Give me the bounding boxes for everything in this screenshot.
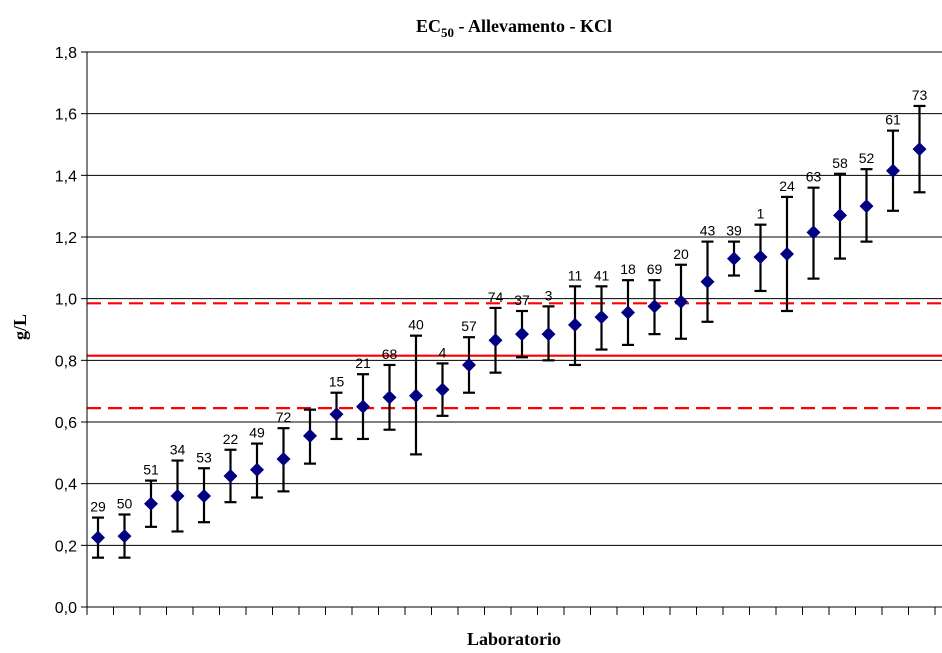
data-label-14: 57 <box>461 318 477 334</box>
data-label-10: 21 <box>355 355 371 371</box>
data-point-28 <box>833 208 847 223</box>
y-tick-label-6: 1,2 <box>55 230 77 247</box>
data-label-24: 39 <box>726 223 742 239</box>
data-point-22 <box>674 294 688 309</box>
data-label-4: 53 <box>196 449 212 465</box>
error-bars <box>92 104 926 559</box>
data-point-27 <box>806 225 821 240</box>
data-point-18 <box>568 317 582 332</box>
y-tick-label-0: 0,0 <box>55 600 77 617</box>
y-tick-label-3: 0,6 <box>55 415 77 432</box>
data-label-13: 4 <box>439 344 447 360</box>
data-point-15 <box>488 333 503 348</box>
data-point-13 <box>435 382 450 397</box>
data-label-19: 41 <box>594 267 610 283</box>
y-axis-title: g/L <box>10 314 30 340</box>
data-point-29 <box>859 199 874 214</box>
data-point-4 <box>197 489 211 503</box>
data-point-11 <box>382 390 397 405</box>
data-point-0 <box>91 530 105 545</box>
data-label-31: 73 <box>912 87 928 103</box>
data-point-1 <box>117 529 132 544</box>
data-point-30 <box>886 163 900 178</box>
data-label-15: 74 <box>488 289 504 305</box>
y-tick-label-9: 1,8 <box>55 45 77 62</box>
data-label-22: 20 <box>673 246 689 262</box>
chart-title: EC50 - Allevamento - KCl <box>416 16 612 40</box>
chart-title-prefix: EC <box>416 16 441 36</box>
data-label-26: 24 <box>779 178 795 194</box>
data-label-28: 58 <box>832 155 848 171</box>
data-label-5: 22 <box>223 431 239 447</box>
data-label-2: 51 <box>143 462 159 478</box>
data-label-3: 34 <box>170 442 186 458</box>
data-label-16: 37 <box>514 292 530 308</box>
data-point-14 <box>462 357 476 372</box>
data-label-29: 52 <box>859 150 875 166</box>
data-label-20: 18 <box>620 261 636 277</box>
y-tick-label-2: 0,4 <box>55 477 77 494</box>
data-label-6: 49 <box>249 425 265 441</box>
data-point-26 <box>780 246 794 261</box>
data-point-6 <box>250 462 264 477</box>
data-label-17: 3 <box>545 287 553 303</box>
data-point-21 <box>647 299 662 314</box>
data-point-19 <box>594 310 609 325</box>
data-point-5 <box>223 468 238 483</box>
data-point-31 <box>912 142 927 157</box>
data-label-0: 29 <box>90 499 106 515</box>
data-point-17 <box>541 327 556 342</box>
data-label-23: 43 <box>700 223 716 239</box>
x-axis-title: Laboratorio <box>467 629 561 649</box>
data-point-25 <box>753 250 768 265</box>
x-axis-ticks <box>86 607 936 615</box>
y-axis-ticks: 0,0 0,2 0,4 0,6 0,8 1,0 1,2 1,4 1,6 1,8 <box>55 45 87 617</box>
chart-title-subscript: 50 <box>441 25 454 40</box>
data-label-1: 50 <box>117 496 133 512</box>
data-label-12: 40 <box>408 317 424 333</box>
y-tick-label-1: 0,2 <box>55 538 77 555</box>
data-point-12 <box>409 388 423 403</box>
reference-lines <box>87 302 942 410</box>
y-tick-label-5: 1,0 <box>55 292 77 309</box>
data-point-7 <box>276 452 291 466</box>
data-markers <box>91 142 927 545</box>
data-label-11: 68 <box>382 346 398 362</box>
axes <box>86 52 942 608</box>
data-label-9: 15 <box>329 374 345 390</box>
data-point-16 <box>515 327 529 342</box>
data-label-21: 69 <box>647 261 663 277</box>
y-tick-label-8: 1,6 <box>55 107 77 124</box>
data-label-25: 1 <box>757 206 765 222</box>
chart-title-suffix: - Allevamento - KCl <box>454 16 612 36</box>
data-point-2 <box>144 496 158 511</box>
data-label-27: 63 <box>806 169 822 185</box>
data-point-24 <box>727 251 741 266</box>
data-point-3 <box>170 489 185 503</box>
data-point-8 <box>303 428 317 443</box>
data-point-23 <box>700 274 715 289</box>
data-point-10 <box>356 399 370 414</box>
y-tick-label-7: 1,4 <box>55 168 77 185</box>
y-tick-label-4: 0,8 <box>55 353 77 370</box>
data-point-20 <box>621 305 635 320</box>
data-point-9 <box>329 407 344 422</box>
data-label-18: 11 <box>568 267 583 283</box>
data-label-30: 61 <box>885 112 901 128</box>
data-label-7: 72 <box>276 409 292 425</box>
